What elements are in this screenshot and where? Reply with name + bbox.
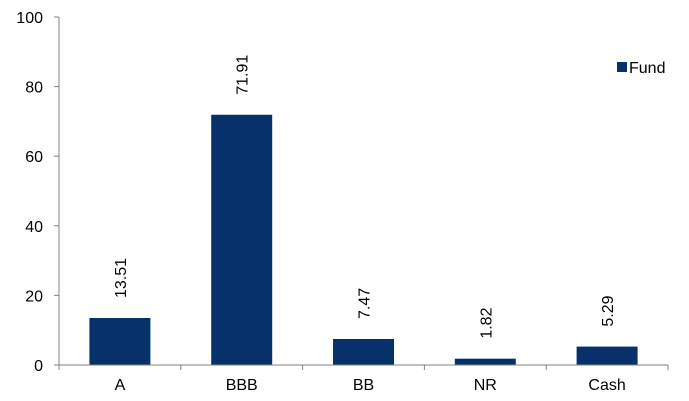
x-tick-label: NR [474, 377, 497, 394]
bar-bb [333, 339, 394, 365]
x-tick-label: Cash [588, 377, 625, 394]
y-tick-label: 80 [25, 80, 43, 97]
data-label: 5.29 [600, 295, 617, 326]
data-label: 13.51 [113, 258, 130, 298]
y-axis-ticks: 0 20 40 60 80 100 [16, 10, 59, 375]
bar-nr [454, 358, 516, 365]
x-tick-label: BB [353, 377, 374, 394]
y-tick-label: 0 [34, 358, 43, 375]
legend: Fund [617, 60, 665, 77]
legend-swatch-fund [617, 62, 627, 72]
bar-series-fund [89, 114, 638, 365]
data-label: 1.82 [478, 307, 495, 338]
y-tick-label: 100 [16, 10, 43, 27]
x-tick-label: A [115, 377, 126, 394]
data-label: 71.91 [235, 55, 252, 95]
x-tick-label: BBB [226, 377, 258, 394]
y-tick-label: 20 [25, 288, 43, 305]
data-labels: 13.51 71.91 7.47 1.82 5.29 [113, 55, 617, 339]
bar-a [89, 317, 151, 365]
bar-bbb [211, 114, 273, 365]
data-label: 7.47 [357, 288, 374, 319]
legend-label-fund: Fund [629, 60, 665, 77]
x-axis-ticks: A BBB BB NR Cash [58, 365, 669, 394]
y-tick-label: 60 [25, 149, 43, 166]
y-tick-label: 40 [25, 219, 43, 236]
bar-cash [576, 346, 638, 365]
